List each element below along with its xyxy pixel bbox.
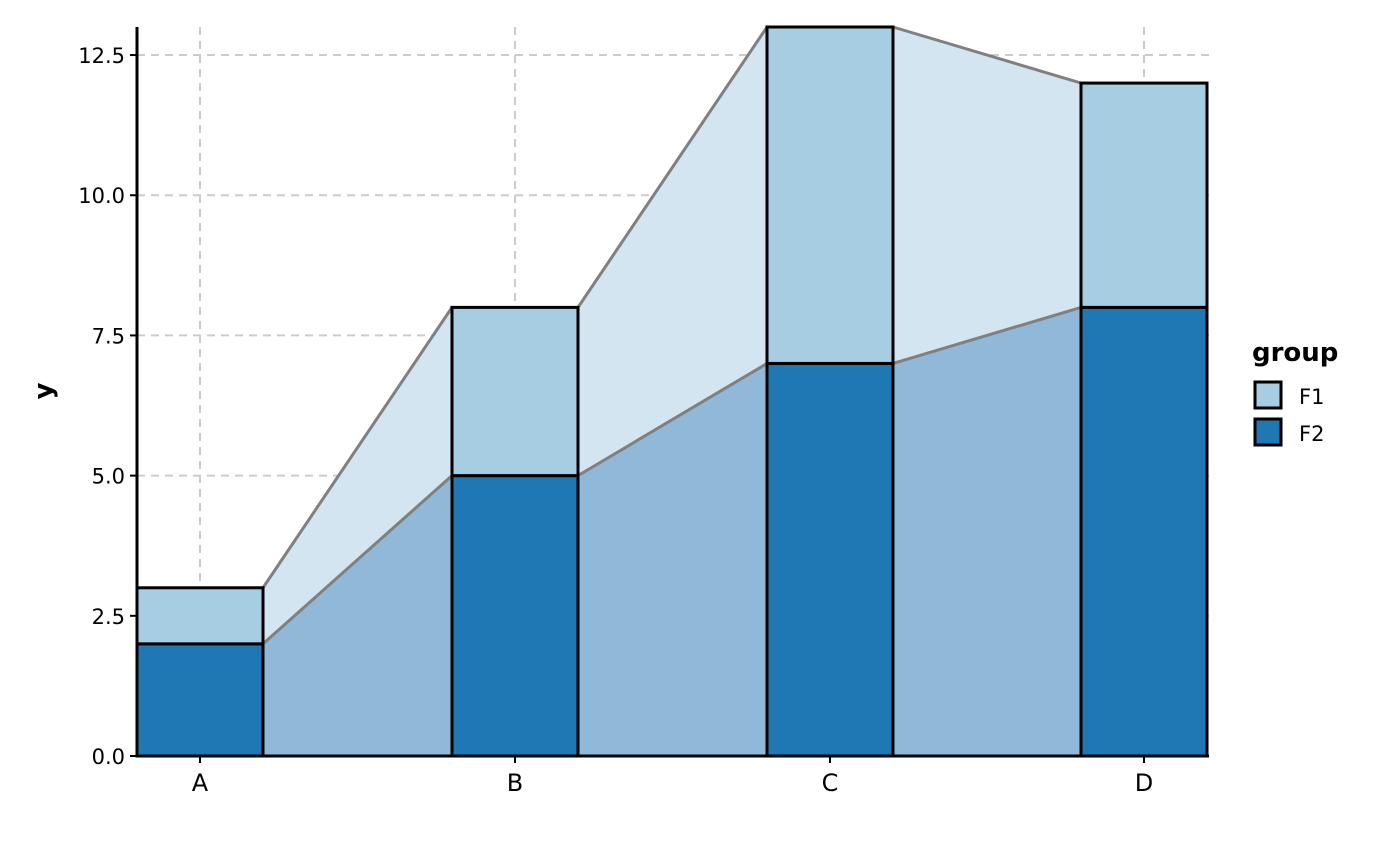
band-F2-B-C [578, 363, 767, 756]
bar-D-F2 [1079, 305, 1209, 758]
bar-B-F1 [450, 305, 580, 478]
bar-C-F2 [765, 361, 895, 758]
band-F2-C-D [893, 307, 1081, 756]
bar-C-F1 [765, 25, 895, 365]
bar-D-F1 [1079, 81, 1209, 309]
bar-B-F2 [450, 474, 580, 758]
band-F1-C-D [893, 27, 1081, 364]
bars [135, 25, 1209, 758]
y-tick-label-5: 12.5 [78, 44, 125, 68]
x-tick-label-B: B [507, 769, 523, 797]
y-tick-label-2: 5.0 [92, 465, 125, 489]
band-edge-F2-C-D [892, 305, 1082, 365]
y-tick-label-1: 2.5 [92, 605, 125, 629]
band-F1-A-B [263, 307, 452, 644]
legend: group F1 F2 [1252, 338, 1338, 447]
band-edge-F2-A-B [262, 474, 453, 645]
legend-label-F1: F1 [1299, 385, 1324, 409]
band-F1-B-C [578, 27, 767, 476]
band-edge-F1-C-D [892, 25, 1082, 85]
band-F2-A-B [263, 475, 452, 756]
y-tick-label-3: 7.5 [92, 324, 125, 348]
band-edge-F1-B-C [576, 26, 769, 309]
x-tick-label-D: D [1135, 769, 1153, 797]
legend-swatch-F1 [1253, 380, 1283, 410]
legend-title: group [1252, 338, 1338, 368]
legend-swatch-F2 [1253, 417, 1283, 447]
legend-label-F2: F2 [1299, 422, 1324, 446]
y-tick-label-0: 0.0 [92, 745, 125, 769]
bar-A-F2 [135, 642, 265, 758]
x-tick-label-C: C [822, 769, 839, 797]
bar-A-F1 [135, 586, 265, 646]
y-tick-label-4: 10.0 [78, 184, 125, 208]
x-tick-label-A: A [192, 769, 209, 797]
connector-bands [261, 25, 1082, 756]
band-edge-F1-A-B [261, 306, 454, 589]
band-edge-F2-B-C [577, 362, 768, 477]
y-axis-label: y [29, 382, 59, 399]
axes: 0.0 2.5 5.0 7.5 10.0 12.5 A B C D [78, 27, 1209, 797]
